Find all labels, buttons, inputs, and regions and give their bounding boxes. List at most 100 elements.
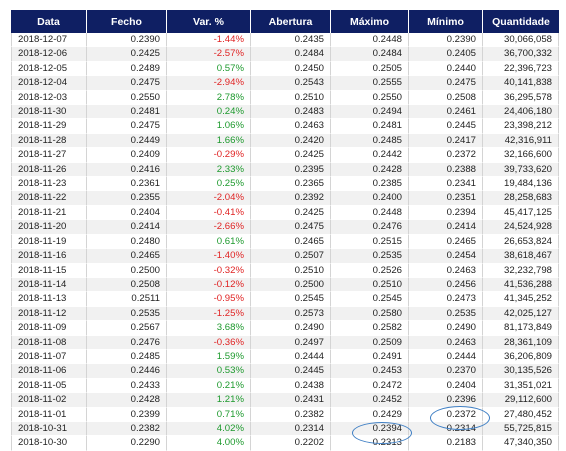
cell-minimo: 0.2444 xyxy=(409,349,483,365)
cell-quantidade: 36,206,809 xyxy=(483,349,559,365)
cell-date: 2018-12-05 xyxy=(11,61,87,77)
cell-maximo: 0.2429 xyxy=(331,407,409,422)
cell-var: 2.78% xyxy=(167,90,251,106)
cell-minimo: 0.2440 xyxy=(409,61,483,77)
cell-abertura: 0.2497 xyxy=(251,335,331,350)
cell-abertura: 0.2395 xyxy=(251,162,331,178)
cell-quantidade: 42,316,911 xyxy=(483,133,559,149)
cell-maximo: 0.2550 xyxy=(331,90,409,106)
cell-minimo: 0.2417 xyxy=(409,133,483,149)
column-header-quantidade[interactable]: Quantidade xyxy=(483,10,559,33)
table-row: 2018-11-22 0.2355 -2.04% 0.2392 0.2400 0.2351… xyxy=(11,191,559,206)
cell-maximo: 0.2385 xyxy=(331,177,409,192)
table-row: 2018-11-26 0.2416 2.33% 0.2395 0.2428 0.2388 3… xyxy=(11,162,559,178)
cell-minimo: 0.2535 xyxy=(409,306,483,322)
cell-maximo: 0.2494 xyxy=(331,105,409,120)
cell-minimo: 0.2405 xyxy=(409,47,483,62)
cell-var: -0.41% xyxy=(167,205,251,221)
cell-date: 2018-11-16 xyxy=(11,249,87,264)
cell-abertura: 0.2465 xyxy=(251,234,331,250)
cell-minimo: 0.2341 xyxy=(409,177,483,192)
cell-fecho: 0.2425 xyxy=(87,47,167,62)
cell-maximo: 0.2394 xyxy=(331,421,409,437)
cell-minimo: 0.2394 xyxy=(409,205,483,221)
historical-quotes-table: Data Fecho Var. % Abertura Máximo Mínimo… xyxy=(11,10,559,451)
table-row: 2018-11-13 0.2511 -0.95% 0.2545 0.2545 0.2473… xyxy=(11,292,559,307)
cell-abertura: 0.2425 xyxy=(251,205,331,221)
table-row: 2018-11-05 0.2433 0.21% 0.2438 0.2472 0.2404 3… xyxy=(11,378,559,394)
cell-date: 2018-11-01 xyxy=(11,407,87,422)
cell-date: 2018-11-28 xyxy=(11,133,87,149)
cell-fecho: 0.2449 xyxy=(87,133,167,149)
cell-abertura: 0.2510 xyxy=(251,263,331,278)
cell-minimo: 0.2370 xyxy=(409,364,483,379)
cell-fecho: 0.2409 xyxy=(87,148,167,163)
cell-quantidade: 24,524,928 xyxy=(483,220,559,235)
cell-abertura: 0.2545 xyxy=(251,292,331,307)
table-row: 2018-11-23 0.2361 0.25% 0.2365 0.2385 0.2341 1… xyxy=(11,177,559,192)
cell-quantidade: 47,340,350 xyxy=(483,436,559,451)
cell-abertura: 0.2445 xyxy=(251,364,331,379)
cell-maximo: 0.2476 xyxy=(331,220,409,235)
cell-var: 0.25% xyxy=(167,177,251,192)
cell-quantidade: 30,135,526 xyxy=(483,364,559,379)
cell-var: 0.53% xyxy=(167,364,251,379)
cell-var: -0.36% xyxy=(167,335,251,350)
table-row: 2018-11-06 0.2446 0.53% 0.2445 0.2453 0.2370 3… xyxy=(11,364,559,379)
cell-var: -0.29% xyxy=(167,148,251,163)
cell-minimo: 0.2475 xyxy=(409,76,483,91)
cell-date: 2018-11-30 xyxy=(11,105,87,120)
cell-quantidade: 19,484,136 xyxy=(483,177,559,192)
cell-abertura: 0.2365 xyxy=(251,177,331,192)
cell-maximo: 0.2313 xyxy=(331,436,409,451)
cell-date: 2018-11-14 xyxy=(11,277,87,293)
cell-fecho: 0.2485 xyxy=(87,349,167,365)
cell-var: -1.40% xyxy=(167,249,251,264)
cell-fecho: 0.2475 xyxy=(87,119,167,134)
cell-date: 2018-11-02 xyxy=(11,393,87,408)
cell-abertura: 0.2438 xyxy=(251,378,331,394)
table-row: 2018-11-20 0.2414 -2.66% 0.2475 0.2476 0.2414… xyxy=(11,220,559,235)
cell-minimo: 0.2372 xyxy=(409,148,483,163)
column-header-minimo[interactable]: Mínimo xyxy=(409,10,483,33)
column-header-data[interactable]: Data xyxy=(11,10,87,33)
table-row: 2018-10-30 0.2290 4.00% 0.2202 0.2313 0.2183 4… xyxy=(11,436,559,451)
cell-fecho: 0.2390 xyxy=(87,33,167,48)
cell-date: 2018-11-09 xyxy=(11,321,87,336)
cell-date: 2018-12-04 xyxy=(11,76,87,91)
table-row: 2018-12-06 0.2425 -2.57% 0.2484 0.2484 0.2405… xyxy=(11,47,559,62)
cell-maximo: 0.2491 xyxy=(331,349,409,365)
column-header-fecho[interactable]: Fecho xyxy=(87,10,167,33)
table-row: 2018-11-19 0.2480 0.61% 0.2465 0.2515 0.2465 2… xyxy=(11,234,559,250)
cell-abertura: 0.2483 xyxy=(251,105,331,120)
cell-fecho: 0.2567 xyxy=(87,321,167,336)
cell-quantidade: 24,406,180 xyxy=(483,105,559,120)
column-header-var[interactable]: Var. % xyxy=(167,10,251,33)
table-row: 2018-11-30 0.2481 0.24% 0.2483 0.2494 0.2461 2… xyxy=(11,105,559,120)
cell-quantidade: 38,618,467 xyxy=(483,249,559,264)
cell-minimo: 0.2414 xyxy=(409,220,483,235)
cell-minimo: 0.2508 xyxy=(409,90,483,106)
cell-var: 0.24% xyxy=(167,105,251,120)
cell-abertura: 0.2463 xyxy=(251,119,331,134)
cell-abertura: 0.2420 xyxy=(251,133,331,149)
cell-date: 2018-11-19 xyxy=(11,234,87,250)
cell-quantidade: 55,725,815 xyxy=(483,421,559,437)
cell-fecho: 0.2508 xyxy=(87,277,167,293)
cell-fecho: 0.2361 xyxy=(87,177,167,192)
cell-date: 2018-10-31 xyxy=(11,421,87,437)
cell-date: 2018-11-20 xyxy=(11,220,87,235)
cell-fecho: 0.2433 xyxy=(87,378,167,394)
column-header-abertura[interactable]: Abertura xyxy=(251,10,331,33)
cell-var: 0.57% xyxy=(167,61,251,77)
cell-abertura: 0.2431 xyxy=(251,393,331,408)
cell-maximo: 0.2448 xyxy=(331,33,409,48)
cell-minimo: 0.2183 xyxy=(409,436,483,451)
cell-var: -1.44% xyxy=(167,33,251,48)
table-row: 2018-11-09 0.2567 3.68% 0.2490 0.2582 0.2490 8… xyxy=(11,321,559,336)
cell-minimo: 0.2465 xyxy=(409,234,483,250)
column-header-maximo[interactable]: Máximo xyxy=(331,10,409,33)
cell-var: 0.71% xyxy=(167,407,251,422)
table-row: 2018-11-16 0.2465 -1.40% 0.2507 0.2535 0.2454… xyxy=(11,249,559,264)
cell-var: -1.25% xyxy=(167,306,251,322)
